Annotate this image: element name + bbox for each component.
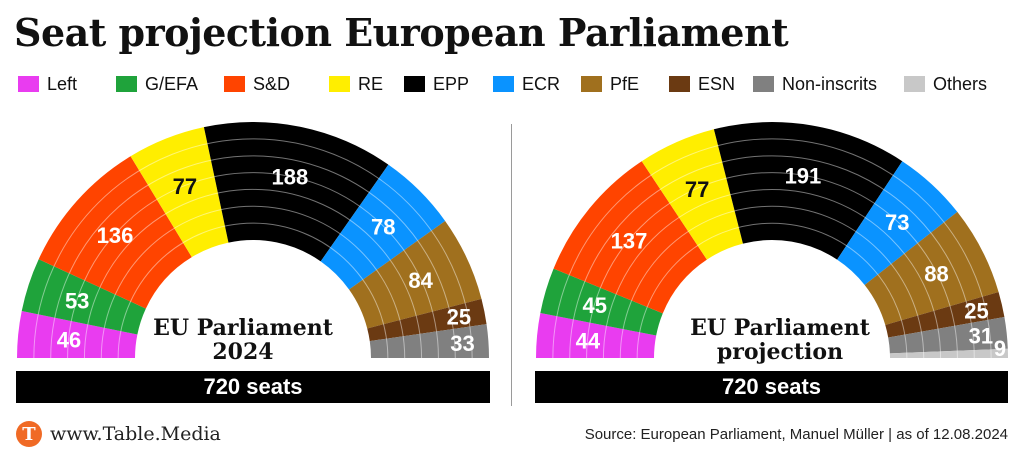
seat-segment	[203, 122, 389, 262]
seat-value-label: 46	[57, 327, 81, 352]
legend-swatch	[581, 76, 602, 92]
seat-value-label: 78	[371, 215, 395, 240]
legend-item: RE	[329, 72, 383, 96]
caption-line-2: 2024	[212, 339, 274, 365]
legend-label: Left	[47, 73, 78, 94]
seat-segment	[130, 127, 229, 258]
chart-caption-2024: EU Parliament 2024	[148, 316, 338, 364]
legend-swatch	[904, 76, 925, 92]
legend-item: G/EFA	[116, 72, 198, 96]
total-seats-bar-projection: 720 seats	[535, 371, 1008, 403]
seat-value-label: 45	[582, 293, 606, 318]
legend-label: PfE	[610, 73, 640, 94]
legend-swatch	[224, 76, 245, 92]
legend-item: Others	[904, 72, 987, 96]
legend-swatch	[493, 76, 514, 92]
legend-item: PfE	[581, 72, 639, 96]
seat-segment	[21, 259, 146, 335]
seat-segment	[888, 317, 1008, 354]
seat-value-label: 136	[97, 223, 134, 248]
seat-value-label: 44	[576, 328, 601, 353]
legend-item: ECR	[493, 72, 560, 96]
seat-row-line	[50, 155, 456, 359]
legend-label: Others	[933, 73, 988, 94]
total-seats-bar-2024: 720 seats	[16, 371, 490, 403]
legend-item: S&D	[224, 72, 290, 96]
seat-value-label: 73	[885, 210, 909, 235]
caption-line-1: EU Parliament	[690, 315, 870, 341]
chart-caption-projection: EU Parliament projection	[675, 316, 885, 364]
seat-row-line	[602, 189, 942, 359]
seat-value-label: 53	[65, 288, 89, 313]
legend: Left G/EFA S&D RE EPP ECR PfE ESN Non-inscrits Ot…	[18, 72, 1018, 96]
caption-line-1: EU Parliament	[153, 315, 333, 341]
seat-value-label: 25	[964, 298, 988, 323]
seat-value-label: 9	[994, 336, 1006, 361]
seat-value-label: 31	[969, 324, 993, 349]
seat-value-label: 25	[447, 305, 471, 330]
seat-segment	[320, 164, 446, 290]
seat-value-label: 84	[408, 268, 433, 293]
seat-row-line	[619, 205, 925, 359]
seat-segment	[369, 324, 489, 358]
table-media-logo-icon: T	[16, 421, 42, 447]
seat-row-line	[33, 138, 473, 359]
legend-label: RE	[358, 73, 384, 94]
seat-segment	[713, 122, 903, 260]
seat-segment	[864, 211, 999, 325]
seat-segment	[885, 291, 1005, 338]
seat-row-line	[100, 205, 406, 359]
seat-row-line	[83, 189, 423, 359]
legend-label: ECR	[522, 73, 561, 94]
seat-value-label: 188	[272, 165, 309, 190]
legend-swatch	[329, 76, 350, 92]
seat-value-label: 33	[450, 331, 474, 356]
legend-swatch	[18, 76, 39, 92]
legend-item: EPP	[404, 72, 469, 96]
legend-item: Left	[18, 72, 77, 96]
seat-segment	[536, 312, 657, 358]
seat-value-label: 88	[924, 261, 948, 286]
seat-row-line	[636, 222, 908, 359]
legend-swatch	[669, 76, 690, 92]
legend-label: S&D	[253, 73, 291, 94]
seat-segment	[38, 156, 192, 309]
seat-segment	[349, 220, 482, 329]
seat-value-label: 191	[785, 164, 822, 189]
seat-segment	[540, 268, 663, 336]
legend-item: Non-inscrits	[753, 72, 877, 96]
seat-row-line	[67, 172, 439, 359]
site-link[interactable]: www.Table.Media	[50, 423, 221, 445]
legend-label: Non-inscrits	[782, 73, 878, 94]
legend-label: ESN	[698, 73, 736, 94]
seat-value-label: 77	[173, 174, 197, 199]
seat-value-label: 137	[611, 229, 648, 254]
seat-segment	[367, 298, 487, 342]
legend-item: ESN	[669, 72, 735, 96]
seat-segment	[553, 161, 707, 314]
seat-row-line	[586, 172, 958, 359]
seat-segment	[837, 161, 958, 285]
legend-swatch	[753, 76, 774, 92]
page-title: Seat projection European Parliament	[14, 10, 789, 55]
seat-row-line	[117, 222, 389, 359]
chart-divider	[511, 124, 512, 406]
seat-value-label: 77	[685, 177, 709, 202]
seat-segment	[641, 129, 743, 260]
seat-segment	[17, 310, 138, 358]
seat-row-line	[552, 138, 992, 359]
seat-row-line	[569, 155, 975, 359]
seat-segment	[889, 348, 1008, 358]
legend-label: G/EFA	[145, 73, 199, 94]
legend-swatch	[404, 76, 425, 92]
source-note: Source: European Parliament, Manuel Müll…	[584, 426, 1008, 443]
caption-line-2: projection	[716, 339, 844, 365]
legend-swatch	[116, 76, 137, 92]
legend-label: EPP	[433, 73, 470, 94]
